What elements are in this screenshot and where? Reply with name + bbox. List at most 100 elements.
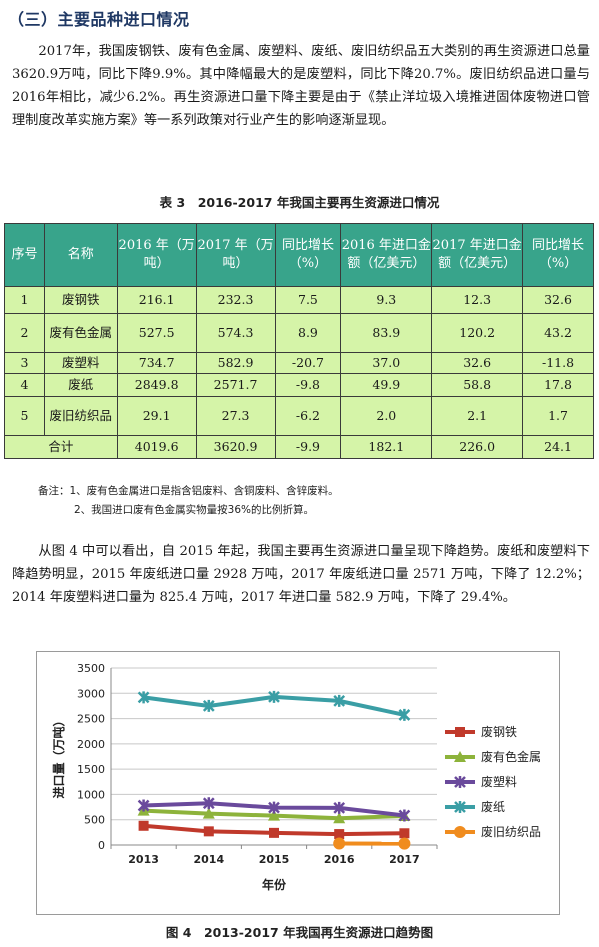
y-tick-label: 2000 <box>77 738 105 751</box>
data-point <box>333 837 346 850</box>
header-cell: 2017 年（万吨） <box>195 223 276 287</box>
data-point <box>268 690 280 703</box>
table-cell: 废有色金属 <box>43 313 118 353</box>
table-cell: 24.1 <box>522 435 594 459</box>
x-tick-label: 2013 <box>128 853 159 866</box>
table-row: 5 废旧纺织品 29.1 27.3 -6.2 2.0 2.1 1.7 <box>4 396 594 436</box>
header-cell: 序号 <box>4 223 45 287</box>
y-tick-label: 3000 <box>77 687 105 700</box>
table-cell: -9.8 <box>274 373 342 397</box>
y-tick-label: 2500 <box>77 713 105 726</box>
intro-paragraph: 2017年，我国废钢铁、废有色金属、废塑料、废纸、废旧纺织品五大类别的再生资源进… <box>12 44 590 128</box>
table-row: 2 废有色金属 527.5 574.3 8.9 83.9 120.2 43.2 <box>4 313 594 353</box>
note-line: 备注：1、废有色金属进口是指含铝废料、含铜废料、含锌废料。 <box>38 485 339 497</box>
legend-label: 废有色金属 <box>481 749 541 764</box>
data-point <box>137 691 150 704</box>
data-point <box>269 827 279 838</box>
data-point <box>268 809 280 821</box>
table-total-row: 合计 4019.6 3620.9 -9.9 182.1 226.0 24.1 <box>4 435 594 459</box>
table-cell: 83.9 <box>340 313 433 353</box>
header-cell: 2016 年进口金额（亿美元） <box>340 223 433 287</box>
figure-caption: 图 4 2013-2017 年我国再生资源进口趋势图 <box>165 925 434 940</box>
table-cell: -9.9 <box>274 435 342 459</box>
table-cell: -11.8 <box>522 352 594 374</box>
table-caption: 表 3 2016-2017 年我国主要再生资源进口情况 <box>159 195 440 210</box>
table-cell: 2.0 <box>340 396 433 436</box>
header-cell: 2017 年进口金额（亿美元） <box>431 223 524 287</box>
data-point <box>454 801 466 813</box>
table-cell: 32.6 <box>431 352 524 374</box>
table-cell: 734.7 <box>116 352 197 374</box>
header-cell: 名称 <box>43 223 118 287</box>
data-point <box>268 801 280 814</box>
table-cell: 9.3 <box>340 286 433 314</box>
table-cell: 2.1 <box>431 396 524 436</box>
table-notes: 备注：1、废有色金属进口是指含铝废料、含铜废料、含锌废料。 2、我国进口废有色金… <box>38 482 339 520</box>
table-cell: 废旧纺织品 <box>43 396 118 436</box>
data-point <box>454 751 466 762</box>
table-cell: 574.3 <box>195 313 276 353</box>
legend-label: 废纸 <box>481 799 505 814</box>
import-table: 序号 名称 2016 年（万吨） 2017 年（万吨） 同比增长（%） 2016… <box>4 223 594 459</box>
data-point <box>203 826 214 837</box>
table-cell: 废钢铁 <box>43 286 118 314</box>
legend-label: 废钢铁 <box>481 724 517 739</box>
data-point <box>333 801 346 814</box>
table-cell: 17.8 <box>522 373 594 397</box>
table-cell: 43.2 <box>522 313 594 353</box>
y-tick-label: 1000 <box>77 788 105 801</box>
table-cell: 合计 <box>4 435 118 459</box>
data-point <box>138 820 149 831</box>
table-cell: 8.9 <box>274 313 342 353</box>
data-point <box>454 826 466 838</box>
table-cell: 49.9 <box>340 373 433 397</box>
data-point <box>454 776 466 788</box>
data-point <box>333 812 346 824</box>
data-point <box>455 727 465 737</box>
note-line: 2、我国进口废有色金属实物量按36%的比例折算。 <box>74 504 315 516</box>
table-row: 3 废塑料 734.7 582.9 -20.7 37.0 32.6 -11.8 <box>4 352 594 374</box>
data-point <box>398 837 411 850</box>
table-cell: 1.7 <box>522 396 594 436</box>
data-point <box>334 829 345 840</box>
x-tick-label: 2017 <box>389 853 420 866</box>
legend-label: 废旧纺织品 <box>481 824 541 839</box>
data-point <box>398 809 411 822</box>
table-cell: 582.9 <box>195 352 276 374</box>
x-tick-label: 2015 <box>259 853 290 866</box>
y-tick-label: 500 <box>84 814 105 827</box>
y-tick-label: 1500 <box>77 763 105 776</box>
table-cell: 废纸 <box>43 373 118 397</box>
data-point <box>399 828 410 839</box>
data-point <box>333 694 346 707</box>
header-cell: 同比增长（%） <box>522 223 594 287</box>
table-cell: 3 <box>4 352 45 374</box>
y-tick-label: 3500 <box>77 662 105 675</box>
table-cell: 32.6 <box>522 286 594 314</box>
table-cell: 4019.6 <box>116 435 197 459</box>
table-cell: 527.5 <box>116 313 197 353</box>
table-cell: 120.2 <box>431 313 524 353</box>
table-cell: 37.0 <box>340 352 433 374</box>
legend-label: 废塑料 <box>481 774 517 789</box>
table-cell: -6.2 <box>274 396 342 436</box>
table-cell: 27.3 <box>195 396 276 436</box>
header-cell: 同比增长（%） <box>274 223 342 287</box>
x-axis-title: 年份 <box>262 877 287 892</box>
data-point <box>202 807 215 819</box>
table-row: 1 废钢铁 216.1 232.3 7.5 9.3 12.3 32.6 <box>4 286 594 314</box>
table-cell: 216.1 <box>116 286 197 314</box>
table-cell: 226.0 <box>431 435 524 459</box>
table-cell: 废塑料 <box>43 352 118 374</box>
data-point <box>202 797 215 810</box>
table-cell: 4 <box>4 373 45 397</box>
data-point <box>398 708 411 721</box>
table-cell: 5 <box>4 396 45 436</box>
table-cell: 2849.8 <box>116 373 197 397</box>
table-cell: 12.3 <box>431 286 524 314</box>
table-cell: -20.7 <box>274 352 342 374</box>
chart-frame: 0 500 1000 1500 2000 2500 3000 3500 2013 2014 2015… <box>36 651 560 915</box>
header-cell: 2016 年（万吨） <box>116 223 197 287</box>
y-tick-label: 0 <box>98 839 105 852</box>
x-tick-label: 2014 <box>193 853 224 866</box>
